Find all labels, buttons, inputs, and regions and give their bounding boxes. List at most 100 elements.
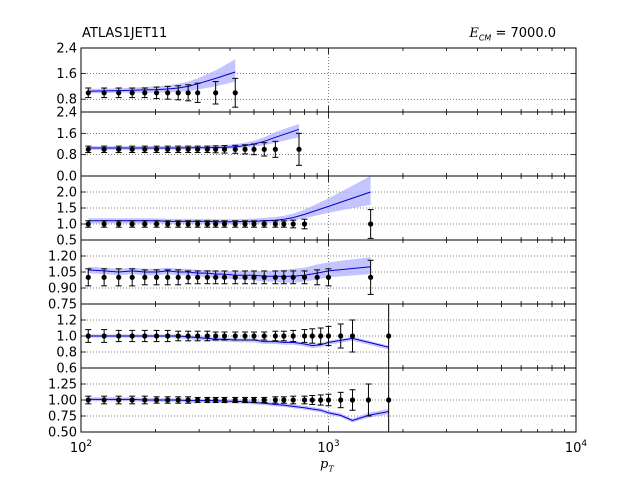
data-point — [101, 221, 107, 227]
y-tick-label: 0.75 — [48, 298, 77, 313]
y-tick-label: 1.6 — [56, 67, 77, 82]
data-point — [129, 146, 135, 152]
data-point — [349, 397, 356, 403]
data-point — [129, 221, 135, 227]
data-point — [204, 274, 210, 280]
x-tick-base: 10 — [70, 441, 87, 456]
x-tick-base: 10 — [317, 441, 334, 456]
theory-line — [88, 398, 389, 422]
data-point — [309, 397, 315, 403]
data-point — [261, 333, 267, 339]
data-point — [261, 221, 267, 227]
data-point — [204, 146, 210, 152]
data-point — [85, 333, 91, 339]
data-point — [242, 274, 248, 280]
theory-band — [88, 59, 236, 94]
data-point — [213, 90, 219, 96]
data-point — [116, 90, 122, 96]
y-tick-label: 2.4 — [56, 42, 77, 57]
data-point — [101, 333, 107, 339]
data-point — [301, 333, 308, 339]
theory-band — [88, 176, 371, 224]
data-point — [261, 397, 267, 403]
y-tick-label: 0.8 — [56, 346, 77, 361]
x-tick-exponent: 3 — [334, 439, 340, 449]
data-point — [325, 397, 332, 403]
data-point — [242, 397, 248, 403]
data-point — [368, 221, 374, 227]
data-point — [142, 221, 148, 227]
data-point — [204, 221, 210, 227]
energy-value: = 7000.0 — [495, 26, 556, 41]
data-point — [195, 397, 201, 403]
data-point — [165, 90, 171, 96]
data-point — [101, 397, 107, 403]
data-point — [251, 397, 257, 403]
data-point — [325, 333, 332, 339]
theory-line — [88, 191, 371, 223]
data-point — [85, 221, 91, 227]
data-point — [153, 397, 160, 403]
y-tick-label: 1.2 — [56, 314, 77, 329]
data-point — [301, 397, 308, 403]
data-point — [386, 333, 392, 339]
x-tick-base: 10 — [565, 441, 582, 456]
data-point — [290, 274, 296, 280]
data-point — [318, 333, 324, 339]
data-point — [165, 274, 171, 280]
data-point — [153, 333, 160, 339]
y-tick-label: 0.5 — [56, 234, 77, 249]
data-point — [272, 274, 278, 280]
data-point — [85, 146, 91, 152]
energy-subscript: CM — [478, 33, 492, 43]
data-point — [290, 333, 296, 339]
x-tick-label: 103 — [317, 439, 339, 456]
data-point — [116, 274, 122, 280]
x-tick-label: 102 — [70, 439, 92, 456]
data-point — [272, 333, 278, 339]
y-tick-label: 1.5 — [56, 202, 77, 217]
data-point — [175, 397, 181, 403]
data-point — [116, 397, 122, 403]
data-point — [301, 274, 308, 280]
data-point — [204, 397, 210, 403]
data-point — [213, 333, 219, 339]
data-point — [213, 221, 219, 227]
data-point — [101, 90, 107, 96]
data-point — [185, 90, 191, 96]
data-point — [185, 221, 191, 227]
y-tick-label: 0.8 — [56, 93, 77, 108]
data-point — [85, 90, 91, 96]
data-point — [325, 274, 332, 280]
data-point — [232, 90, 238, 96]
data-point — [296, 146, 302, 152]
data-point — [368, 274, 374, 280]
data-point — [142, 333, 148, 339]
data-point — [221, 146, 228, 152]
data-point — [261, 146, 267, 152]
theory-band — [88, 257, 371, 283]
y-tick-label: 1.00 — [48, 394, 77, 409]
data-point — [165, 333, 171, 339]
data-point — [242, 146, 248, 152]
data-point — [116, 146, 122, 152]
data-point — [221, 333, 228, 339]
data-point — [261, 274, 267, 280]
chart-title: ATLAS1JET11 — [82, 26, 168, 41]
y-tick-label: 1.0 — [56, 330, 77, 345]
data-point — [185, 333, 191, 339]
y-tick-label: 1.0 — [56, 218, 77, 233]
x-axis-subscript: T — [328, 464, 334, 474]
data-point — [185, 397, 191, 403]
data-point — [85, 274, 91, 280]
data-point — [101, 146, 107, 152]
x-tick-label: 104 — [565, 439, 588, 456]
data-point — [349, 333, 356, 339]
data-point — [175, 221, 181, 227]
x-axis-label: pT — [320, 457, 334, 474]
data-point — [142, 397, 148, 403]
x-axis-symbol: p — [320, 457, 329, 472]
data-point — [386, 397, 392, 403]
data-point — [314, 274, 320, 280]
